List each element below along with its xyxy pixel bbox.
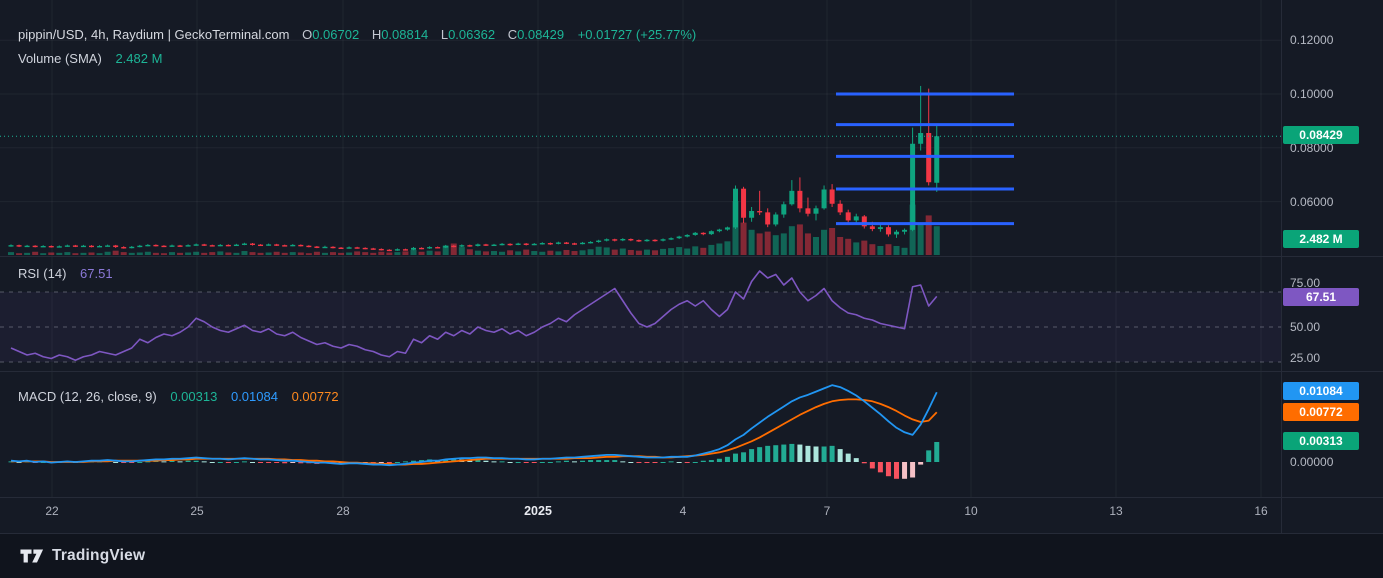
rsi-tick: 75.00 bbox=[1290, 276, 1321, 291]
macd-line-badge: 0.01084 bbox=[1283, 382, 1359, 400]
close-label: C bbox=[507, 27, 518, 42]
macd-hist-value: 0.00313 bbox=[170, 389, 218, 404]
low-value: 0.06362 bbox=[448, 27, 496, 42]
time-axis[interactable]: 22 25 28 2025 4 7 10 13 16 bbox=[0, 498, 1281, 533]
current-price-badge: 0.08429 bbox=[1283, 126, 1359, 144]
tradingview-icon bbox=[20, 549, 44, 563]
macd-signal-value: 0.00772 bbox=[291, 389, 339, 404]
macd-label[interactable]: MACD (12, 26, close, 9) bbox=[18, 389, 157, 404]
low-label: L bbox=[440, 27, 449, 42]
macd-zero-tick: 0.00000 bbox=[1290, 455, 1334, 469]
time-tick: 7 bbox=[823, 504, 831, 518]
change-value: +0.01727 (+25.77%) bbox=[577, 27, 697, 42]
price-tick: 0.08000 bbox=[1290, 140, 1334, 155]
time-tick: 22 bbox=[45, 504, 59, 518]
time-tick: 13 bbox=[1109, 504, 1123, 518]
macd-hist-badge: 0.00313 bbox=[1283, 432, 1359, 450]
high-label: H bbox=[371, 27, 382, 42]
rsi-tick: 25.00 bbox=[1290, 351, 1321, 365]
symbol-title[interactable]: pippin/USD, 4h, Raydium | GeckoTerminal.… bbox=[18, 27, 290, 42]
time-tick: 4 bbox=[679, 504, 687, 518]
macd-line-value: 0.01084 bbox=[230, 389, 278, 404]
rsi-tick: 50.00 bbox=[1290, 320, 1321, 334]
volume-label[interactable]: Volume (SMA) bbox=[18, 51, 102, 66]
volume-badge: 2.482 M bbox=[1283, 230, 1359, 248]
bottom-bar: TradingView bbox=[0, 534, 1383, 578]
macd-legend: MACD (12, 26, close, 9) 0.00313 0.01084 … bbox=[18, 389, 339, 404]
rsi-legend: RSI (14) 67.51 bbox=[18, 266, 113, 281]
time-tick: 25 bbox=[190, 504, 204, 518]
rsi-value: 67.51 bbox=[80, 266, 113, 281]
rsi-badge: 67.51 bbox=[1283, 288, 1359, 306]
main-legend: pippin/USD, 4h, Raydium | GeckoTerminal.… bbox=[18, 27, 696, 42]
time-tick: 16 bbox=[1254, 504, 1268, 518]
rsi-label[interactable]: RSI (14) bbox=[18, 266, 67, 281]
macd-signal-badge: 0.00772 bbox=[1283, 403, 1359, 421]
price-tick: 0.12000 bbox=[1290, 33, 1334, 48]
time-tick: 2025 bbox=[524, 504, 552, 518]
open-label: O bbox=[302, 27, 313, 42]
time-tick: 28 bbox=[336, 504, 350, 518]
open-value: 0.06702 bbox=[312, 27, 360, 42]
time-tick: 10 bbox=[964, 504, 978, 518]
volume-sma-value: 2.482 M bbox=[115, 51, 163, 66]
chart-panel bbox=[0, 0, 1383, 534]
close-value: 0.08429 bbox=[517, 27, 565, 42]
price-tick: 0.06000 bbox=[1290, 194, 1334, 209]
price-axis[interactable]: 0.12000 0.10000 0.08000 0.06000 75.00 50.00 2… bbox=[1281, 0, 1383, 534]
tradingview-wordmark: TradingView bbox=[52, 547, 146, 564]
tradingview-logo-link[interactable]: TradingView bbox=[20, 547, 145, 565]
chart-canvas[interactable] bbox=[0, 0, 1383, 534]
high-value: 0.08814 bbox=[381, 27, 429, 42]
price-tick: 0.10000 bbox=[1290, 87, 1334, 101]
volume-legend: Volume (SMA) 2.482 M bbox=[18, 51, 162, 66]
